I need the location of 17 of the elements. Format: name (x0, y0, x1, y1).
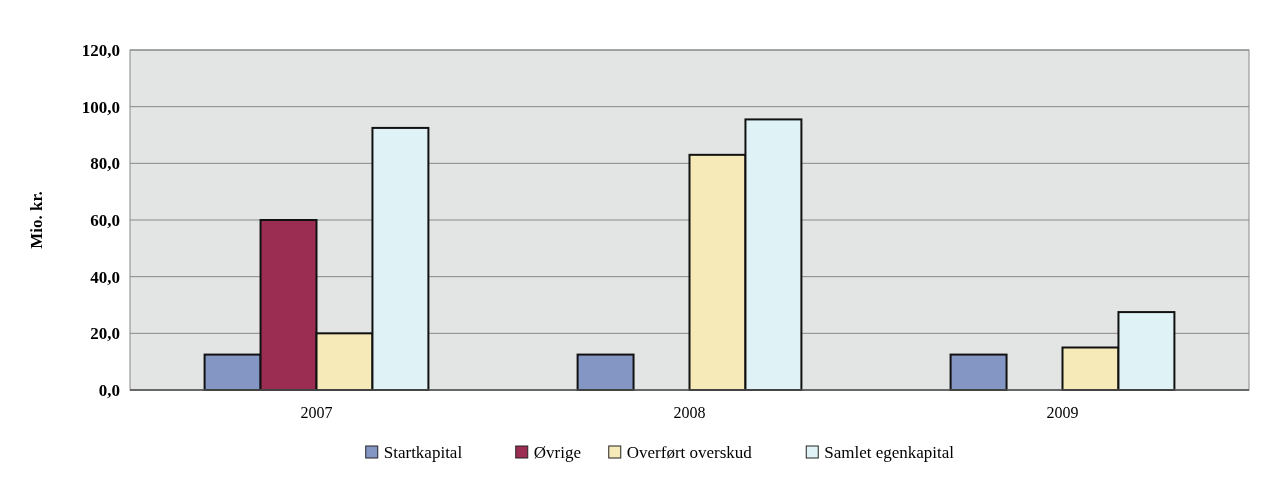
x-tick-label: 2008 (673, 404, 706, 421)
x-tick-label: 2007 (300, 404, 333, 421)
bar (576, 353, 635, 391)
y-tick-label: 0,0 (98, 380, 120, 400)
bar (949, 353, 1008, 391)
legend-label: Samlet egenkapital (824, 443, 955, 462)
legend-label: Startkapital (383, 443, 463, 462)
y-tick-label: 80,0 (90, 154, 120, 174)
y-tick-label: 120,0 (81, 40, 120, 60)
y-tick-label: 60,0 (90, 210, 120, 230)
y-tick-label: 20,0 (90, 324, 120, 344)
y-tick-label: 100,0 (81, 97, 120, 117)
y-tick-label: 40,0 (90, 267, 120, 287)
x-tick-label: 2009 (1046, 404, 1079, 421)
legend-label: Overført overskud (626, 443, 753, 462)
y-axis-title: Mio. kr. (27, 191, 46, 249)
legend-label: Øvrige (533, 443, 581, 462)
